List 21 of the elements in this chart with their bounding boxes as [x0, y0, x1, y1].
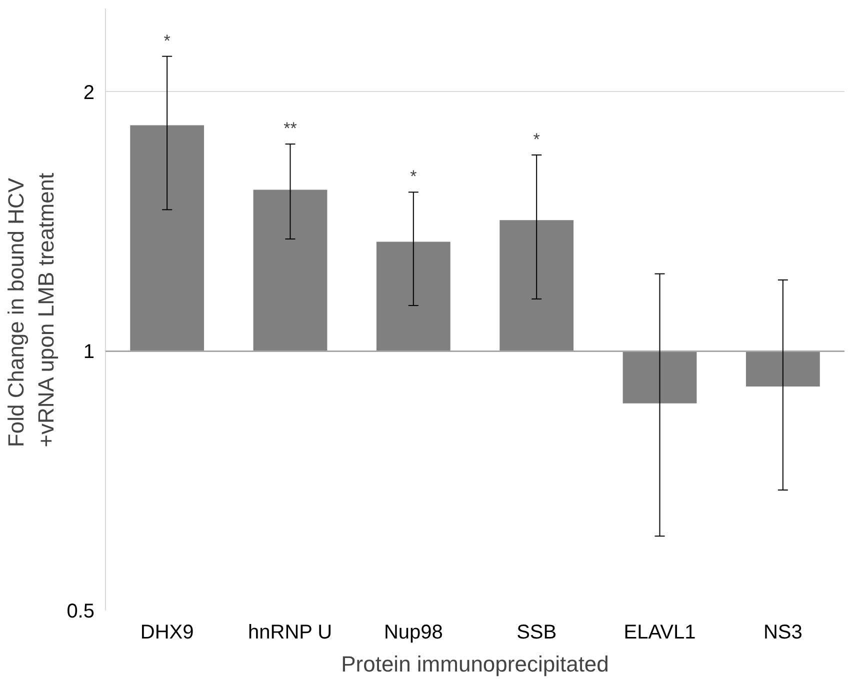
- bar: [622, 351, 697, 404]
- annotation: *: [410, 167, 418, 186]
- y-tick-label: 0.5: [66, 600, 95, 622]
- annotation: *: [164, 31, 171, 50]
- x-tick-label: SSB: [516, 622, 557, 644]
- bar: [376, 242, 450, 352]
- x-tick-label: ELAVL1: [624, 622, 696, 644]
- bar: [253, 190, 328, 352]
- y-tick-label: 1: [83, 341, 94, 364]
- y-axis-title: Fold Change in bound HCV +vRNA upon LMB treatment: [4, 172, 59, 448]
- x-tick-label: NS3: [763, 622, 802, 644]
- x-tick-label: hnRNP U: [248, 622, 332, 644]
- x-axis-title: Protein immunoprecipitated: [341, 652, 609, 676]
- y-tick-label: 2: [83, 82, 94, 104]
- annotation: *: [533, 130, 540, 149]
- x-tick-label: DHX9: [140, 622, 194, 644]
- annotation: **: [284, 119, 298, 138]
- bar: [746, 351, 820, 387]
- bar: [130, 125, 204, 352]
- x-tick-label: Nup98: [384, 622, 443, 644]
- bar: [500, 220, 574, 352]
